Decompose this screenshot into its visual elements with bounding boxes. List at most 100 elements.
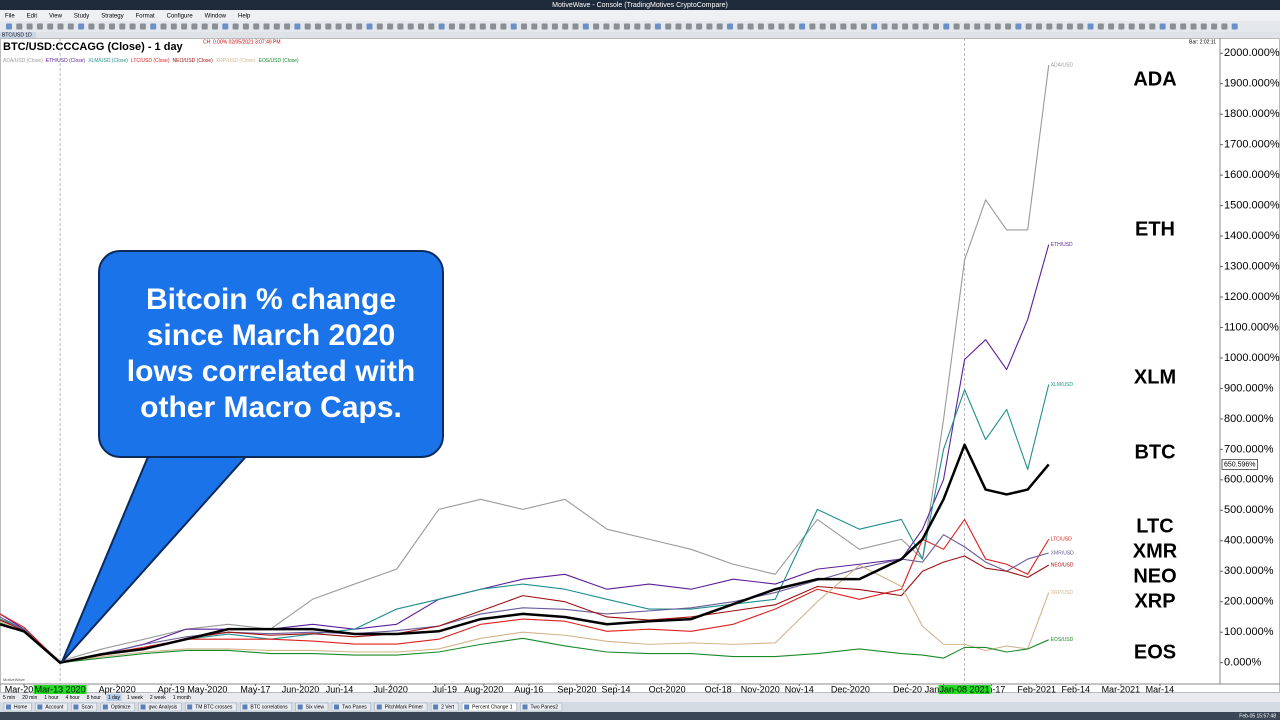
taskbar-tab[interactable] (138, 702, 182, 712)
taskbar-tab[interactable] (374, 702, 428, 712)
taskbar-tab[interactable] (3, 702, 32, 712)
taskbar-tab[interactable] (295, 702, 329, 712)
toolbar-icon[interactable] (799, 23, 806, 30)
toolbar-icon[interactable] (1128, 23, 1135, 30)
timeframe-button[interactable]: 1 month (173, 695, 191, 701)
toolbar-icon[interactable] (150, 23, 157, 30)
toolbar-icon[interactable] (613, 23, 620, 30)
toolbar-icon[interactable] (1097, 23, 1104, 30)
taskbar-tab[interactable] (331, 702, 371, 712)
toolbar-icon[interactable] (387, 23, 394, 30)
toolbar-icon[interactable] (768, 23, 775, 30)
toolbar-icon[interactable] (366, 23, 373, 30)
toolbar-icon[interactable] (335, 23, 342, 30)
toolbar-icon[interactable] (6, 23, 12, 30)
toolbar-icon[interactable] (1046, 23, 1053, 30)
toolbar-icon[interactable] (428, 23, 435, 30)
toolbar-icon[interactable] (654, 23, 661, 30)
toolbar-icon[interactable] (325, 23, 332, 30)
toolbar-icon[interactable] (788, 23, 795, 30)
toolbar-icon[interactable] (129, 23, 136, 30)
taskbar-tab[interactable] (184, 702, 237, 712)
toolbar-icon[interactable] (356, 23, 363, 30)
toolbar-icon[interactable] (242, 23, 249, 30)
toolbar-icon[interactable] (1108, 23, 1115, 30)
toolbar-icon[interactable] (438, 23, 445, 30)
toolbar-icon[interactable] (1211, 23, 1218, 30)
menu-item[interactable]: View (49, 14, 63, 20)
timeframe-button[interactable]: 5 min (3, 695, 15, 701)
toolbar-icon[interactable] (1015, 23, 1022, 30)
toolbar-icon[interactable] (98, 23, 105, 30)
menu-item[interactable]: Edit (27, 14, 38, 20)
menu-item[interactable]: Study (74, 14, 89, 20)
taskbar-tab[interactable] (520, 702, 563, 712)
toolbar-icon[interactable] (160, 23, 167, 30)
timeframe-button[interactable]: 2 week (150, 695, 166, 701)
toolbar-icon[interactable] (603, 23, 610, 30)
menu-item[interactable]: Window (205, 14, 227, 20)
toolbar-icon[interactable] (345, 23, 352, 30)
toolbar-icon[interactable] (1005, 23, 1012, 30)
toolbar-icon[interactable] (953, 23, 960, 30)
toolbar-icon[interactable] (47, 23, 54, 30)
toolbar-icon[interactable] (696, 23, 703, 30)
toolbar-icon[interactable] (757, 23, 764, 30)
toolbar-icon[interactable] (1025, 23, 1032, 30)
timeframe-button[interactable]: 1 hour (44, 695, 59, 701)
toolbar-icon[interactable] (1149, 23, 1156, 30)
toolbar-icon[interactable] (479, 23, 486, 30)
toolbar-icon[interactable] (67, 23, 74, 30)
toolbar-icon[interactable] (1056, 23, 1063, 30)
toolbar-icon[interactable] (1077, 23, 1084, 30)
toolbar-icon[interactable] (706, 23, 713, 30)
toolbar-icon[interactable] (531, 23, 538, 30)
toolbar-icon[interactable] (232, 23, 239, 30)
menu-item[interactable]: File (5, 14, 15, 20)
toolbar-icon[interactable] (510, 23, 517, 30)
toolbar-icon[interactable] (490, 23, 497, 30)
toolbar-icon[interactable] (572, 23, 579, 30)
toolbar-icon[interactable] (78, 23, 85, 30)
toolbar-icon[interactable] (850, 23, 857, 30)
toolbar-icon[interactable] (139, 23, 146, 30)
toolbar-icon[interactable] (778, 23, 785, 30)
toolbar-icon[interactable] (119, 23, 126, 30)
toolbar-icon[interactable] (181, 23, 188, 30)
toolbar-icon[interactable] (222, 23, 229, 30)
timeframe-button[interactable]: 20 min (22, 695, 37, 701)
toolbar-icon[interactable] (644, 23, 651, 30)
toolbar-icon[interactable] (727, 23, 733, 30)
toolbar-icon[interactable] (840, 23, 847, 30)
toolbar-icon[interactable] (665, 23, 672, 30)
toolbar-icon[interactable] (562, 23, 569, 30)
toolbar-icon[interactable] (675, 23, 682, 30)
toolbar-icon[interactable] (201, 23, 208, 30)
timeframe-button[interactable]: 8 hour (87, 695, 102, 701)
toolbar-icon[interactable] (943, 23, 950, 30)
toolbar-icon[interactable] (191, 23, 198, 30)
toolbar-icon[interactable] (304, 23, 311, 30)
timeframe-button[interactable]: 4 hour (65, 695, 80, 701)
toolbar-icon[interactable] (1169, 23, 1176, 30)
toolbar-icon[interactable] (418, 23, 424, 30)
toolbar-icon[interactable] (284, 23, 291, 30)
toolbar-icon[interactable] (469, 23, 476, 30)
toolbar-icon[interactable] (448, 23, 455, 30)
toolbar-icon[interactable] (912, 23, 919, 30)
toolbar-icon[interactable] (273, 23, 280, 30)
toolbar-icon[interactable] (593, 23, 600, 30)
taskbar-tab[interactable] (240, 702, 292, 712)
toolbar-icon[interactable] (170, 23, 177, 30)
toolbar-icon[interactable] (963, 23, 970, 30)
toolbar-icon[interactable] (1180, 23, 1187, 30)
toolbar-icon[interactable] (1190, 23, 1197, 30)
toolbar-icon[interactable] (1231, 23, 1238, 30)
toolbar-icon[interactable] (253, 23, 260, 30)
toolbar-icon[interactable] (263, 23, 270, 30)
toolbar-icon[interactable] (1159, 23, 1166, 30)
toolbar-icon[interactable] (891, 23, 898, 30)
toolbar-icon[interactable] (26, 23, 33, 30)
toolbar-icon[interactable] (88, 23, 95, 30)
toolbar-icon[interactable] (984, 23, 991, 30)
